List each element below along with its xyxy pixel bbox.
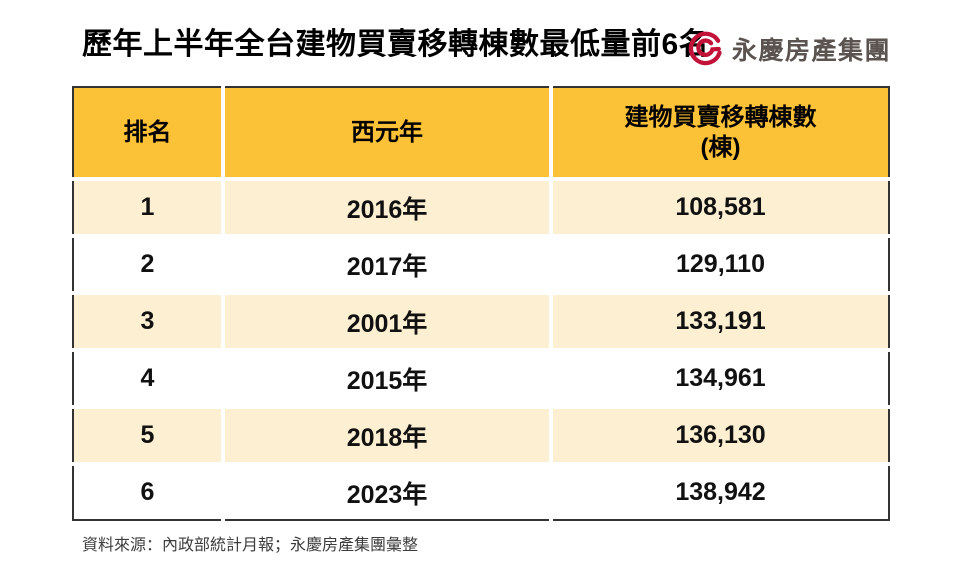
rank-cell: 1 (73, 177, 225, 236)
year-cell: 2023年 (223, 462, 553, 520)
year-cell: 2016年 (223, 177, 553, 236)
count-cell: 134,961 (551, 348, 889, 407)
brand-logo: 永慶房產集團 (686, 29, 891, 68)
source-note: 資料來源：內政部統計月報；永慶房產集團彙整 (82, 537, 419, 554)
col-header-year: 西元年 (223, 87, 553, 179)
year-cell: 2017年 (223, 234, 553, 293)
ranking-table-container: 排名 西元年 建物買賣移轉棟數 (棟) 1 2016年 108,581 2 20… (72, 86, 890, 521)
count-cell: 108,581 (551, 177, 889, 236)
year-cell: 2015年 (223, 348, 553, 407)
rank-cell: 3 (73, 291, 225, 350)
table-header-row: 排名 西元年 建物買賣移轉棟數 (棟) (73, 87, 889, 179)
col-header-rank: 排名 (73, 87, 225, 179)
table-row: 1 2016年 108,581 (73, 177, 889, 236)
rank-cell: 2 (73, 234, 225, 293)
brand-name: 永慶房產集團 (732, 36, 892, 65)
count-cell: 136,130 (551, 405, 889, 464)
col-header-count-line2: (棟) (700, 133, 741, 161)
rank-cell: 5 (73, 405, 225, 464)
year-cell: 2001年 (223, 291, 553, 350)
yungching-spiral-g-icon (686, 29, 725, 68)
table-row: 5 2018年 136,130 (73, 405, 889, 464)
table-row: 2 2017年 129,110 (73, 234, 889, 293)
col-header-count-line1: 建物買賣移轉棟數 (624, 103, 817, 131)
table-row: 6 2023年 138,942 (73, 462, 889, 520)
col-header-count: 建物買賣移轉棟數 (棟) (551, 87, 889, 179)
page-title: 歷年上半年全台建物買賣移轉棟數最低量前6名 (82, 28, 710, 61)
ranking-table: 排名 西元年 建物買賣移轉棟數 (棟) 1 2016年 108,581 2 20… (72, 86, 890, 521)
count-cell: 133,191 (551, 291, 889, 350)
year-cell: 2018年 (223, 405, 553, 464)
table-row: 3 2001年 133,191 (73, 291, 889, 350)
rank-cell: 6 (73, 462, 225, 520)
count-cell: 138,942 (551, 462, 889, 520)
rank-cell: 4 (73, 348, 225, 407)
table-row: 4 2015年 134,961 (73, 348, 889, 407)
count-cell: 129,110 (551, 234, 889, 293)
